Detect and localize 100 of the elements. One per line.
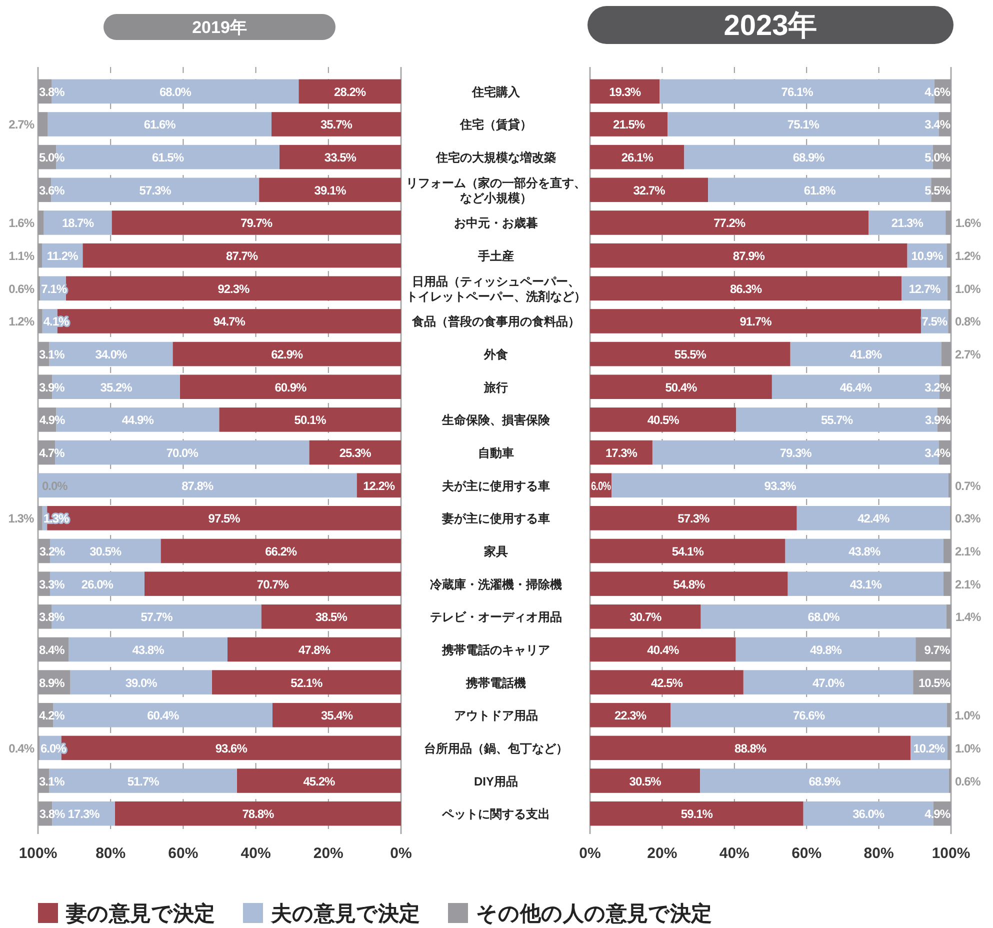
data-label: 61.8% — [804, 183, 836, 198]
data-label: 0.7% — [955, 478, 982, 493]
data-label: 43.8% — [848, 544, 881, 558]
data-label: 3.1% — [39, 774, 66, 788]
bar — [590, 342, 790, 366]
data-label: 3.2% — [924, 380, 951, 394]
data-label: 30.7% — [630, 610, 662, 624]
bar — [112, 210, 401, 235]
data-label: 88.8% — [734, 741, 767, 756]
bar — [590, 144, 684, 170]
bar — [48, 112, 272, 136]
bar — [590, 506, 797, 530]
bar — [66, 276, 401, 301]
data-label: 17.3% — [605, 446, 638, 460]
data-label: 1.6% — [955, 216, 982, 230]
data-label: 93.6% — [215, 741, 248, 756]
bar — [261, 604, 401, 629]
data-label: 26.0% — [81, 577, 114, 592]
data-label: 41.8% — [850, 348, 882, 362]
data-label: 1.2% — [955, 249, 982, 264]
data-label: 57.3% — [678, 512, 710, 526]
x-tick-label: 40% — [719, 845, 750, 862]
bar — [943, 538, 951, 564]
data-label: 94.7% — [213, 314, 246, 329]
data-label: 68.0% — [808, 610, 840, 624]
data-label: 4.2% — [39, 708, 66, 723]
bar — [590, 736, 911, 760]
x-tick-label: 100% — [932, 845, 970, 862]
data-label: 7.5% — [922, 314, 948, 329]
data-label: 50.4% — [665, 380, 698, 394]
bar — [212, 670, 401, 694]
data-label: 0.6% — [955, 774, 982, 788]
data-label: 1.3% — [8, 512, 34, 526]
bar — [38, 309, 42, 334]
data-label: 3.1% — [39, 348, 66, 362]
data-label: 2.7% — [955, 348, 982, 362]
data-label: 77.2% — [714, 216, 746, 230]
data-label: 4.7% — [39, 446, 66, 460]
data-label: 39.1% — [314, 183, 347, 198]
data-label: 21.5% — [613, 118, 646, 132]
y-tick-label: 旅行 — [483, 380, 508, 394]
data-label: 0.4% — [8, 741, 35, 756]
bar — [219, 408, 401, 432]
data-label: 1.0% — [955, 282, 982, 296]
bar — [259, 178, 401, 202]
data-label: 66.2% — [265, 544, 298, 558]
data-label: 42.4% — [858, 512, 890, 526]
data-label: 35.7% — [320, 118, 353, 132]
data-label: 28.2% — [334, 84, 366, 99]
bar — [785, 538, 944, 564]
data-label: 39.0% — [125, 676, 158, 690]
data-label: 2.1% — [955, 577, 982, 592]
bar — [144, 572, 401, 596]
bar — [298, 79, 401, 104]
data-label: 97.5% — [208, 512, 241, 526]
data-label: 59.1% — [680, 807, 714, 822]
bar — [946, 604, 952, 629]
data-label: 22.3% — [614, 708, 647, 723]
data-label: 76.1% — [781, 84, 814, 99]
y-tick-label: 住宅（賃貸） — [459, 118, 532, 132]
data-label: 4.9% — [924, 807, 951, 822]
data-label: 92.3% — [218, 282, 250, 296]
data-label: 3.8% — [39, 84, 66, 99]
data-label: 0.6% — [8, 282, 35, 296]
y-tick-label: 台所用品（鍋、包丁など） — [424, 741, 568, 756]
bar — [590, 178, 708, 202]
data-label: 6.0% — [591, 478, 616, 493]
data-label: 0.8% — [955, 314, 982, 329]
data-label: 43.8% — [132, 642, 165, 657]
bar — [946, 210, 952, 235]
data-label: 52.1% — [290, 676, 324, 690]
bar — [236, 768, 401, 793]
data-label: 60.4% — [147, 708, 180, 723]
bar — [38, 210, 44, 235]
bar — [38, 243, 42, 268]
y-tick-label: アウトドア用品 — [454, 708, 538, 723]
y-tick-label: リフォーム（家の一部分を直す、など小規模） — [406, 176, 586, 205]
bar — [590, 572, 788, 596]
bar — [736, 637, 916, 662]
bar — [590, 538, 786, 564]
y-tick-label: お中元・お歳暮 — [454, 216, 538, 230]
bar — [590, 112, 668, 136]
bar — [172, 342, 401, 366]
y-tick-label: 外食 — [483, 348, 508, 362]
data-label: 1.0% — [954, 708, 981, 723]
bar — [590, 210, 869, 235]
data-label: 61.6% — [144, 118, 176, 132]
data-label: 3.8% — [39, 610, 66, 624]
data-label: 32.7% — [633, 183, 666, 198]
data-label: 1.1% — [8, 249, 35, 264]
data-label: 12.7% — [908, 282, 942, 296]
legend-label: 夫の意見で決定 — [270, 902, 420, 926]
data-label: 2.1% — [955, 544, 982, 558]
data-label: 87.7% — [226, 249, 258, 264]
data-label: 87.8% — [182, 478, 214, 493]
data-label: 3.9% — [925, 413, 952, 428]
bar — [612, 473, 948, 498]
data-label: 5.0% — [924, 150, 951, 165]
bar — [947, 276, 951, 301]
x-tick-label: 20% — [647, 845, 678, 862]
